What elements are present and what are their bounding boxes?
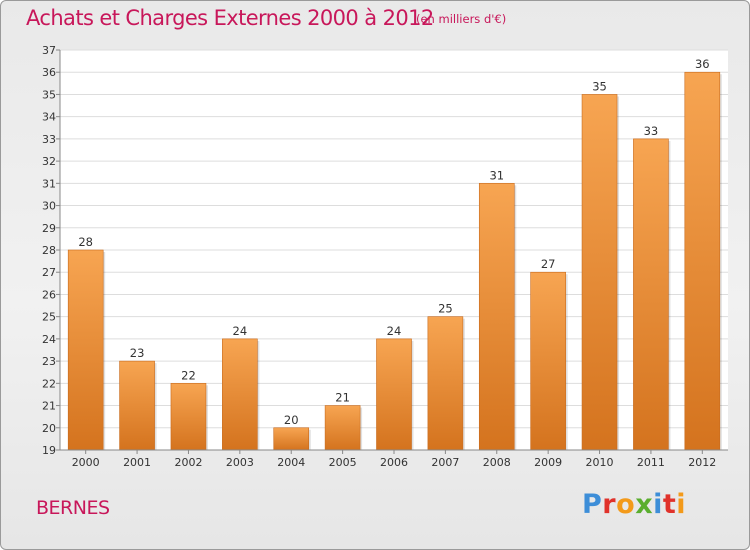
bar bbox=[427, 316, 464, 451]
y-tick-label: 20 bbox=[42, 422, 56, 435]
bar-value-label: 24 bbox=[233, 324, 248, 338]
y-tick-label: 29 bbox=[42, 222, 56, 235]
y-tick-label: 34 bbox=[42, 111, 56, 124]
x-tick-label: 2011 bbox=[637, 456, 665, 469]
bar-value-label: 28 bbox=[78, 235, 93, 249]
bar-value-label: 36 bbox=[695, 57, 710, 71]
proxiti-logo: Proxiti bbox=[582, 489, 686, 520]
x-tick-label: 2005 bbox=[329, 456, 357, 469]
x-tick-label: 2006 bbox=[380, 456, 408, 469]
bar bbox=[376, 338, 412, 451]
bar bbox=[324, 405, 361, 451]
bar bbox=[273, 427, 310, 451]
bar bbox=[478, 183, 515, 451]
bar-value-label: 21 bbox=[335, 391, 350, 405]
bar-value-label: 27 bbox=[541, 257, 556, 271]
y-tick-label: 27 bbox=[42, 266, 56, 279]
y-tick-label: 36 bbox=[42, 66, 56, 79]
y-tick-label: 24 bbox=[42, 333, 56, 346]
x-tick-label: 2012 bbox=[688, 456, 716, 469]
y-tick-label: 21 bbox=[42, 400, 56, 413]
x-tick-label: 2001 bbox=[123, 456, 151, 469]
y-tick-label: 37 bbox=[42, 44, 56, 57]
bar bbox=[530, 271, 566, 451]
chart-title: Achats et Charges Externes 2000 à 2012 bbox=[26, 6, 434, 30]
y-tick-label: 31 bbox=[42, 177, 56, 190]
y-tick-label: 22 bbox=[42, 377, 56, 390]
bar-value-label: 22 bbox=[181, 368, 196, 382]
bar-value-label: 24 bbox=[387, 324, 402, 338]
y-tick-label: 30 bbox=[42, 200, 56, 213]
bar-value-label: 33 bbox=[644, 124, 659, 138]
town-name: BERNES bbox=[36, 497, 110, 519]
x-tick-label: 2009 bbox=[534, 456, 562, 469]
x-tick-label: 2000 bbox=[72, 456, 100, 469]
y-tick-label: 33 bbox=[42, 133, 56, 146]
logo-letter: i bbox=[653, 489, 663, 520]
logo-letter: P bbox=[582, 489, 603, 520]
bar bbox=[684, 71, 721, 451]
bar bbox=[222, 338, 258, 451]
logo-letter: x bbox=[635, 489, 654, 520]
x-tick-label: 2007 bbox=[431, 456, 459, 469]
bar bbox=[67, 249, 104, 451]
logo-letter: o bbox=[616, 489, 636, 520]
bar-value-label: 23 bbox=[130, 346, 145, 360]
y-tick-label: 32 bbox=[42, 155, 56, 168]
bar-value-label: 31 bbox=[489, 168, 504, 182]
x-tick-label: 2002 bbox=[174, 456, 202, 469]
y-tick-label: 28 bbox=[42, 244, 56, 257]
bar bbox=[581, 94, 618, 451]
y-tick-label: 35 bbox=[42, 88, 56, 101]
bar bbox=[170, 383, 207, 451]
y-tick-label: 26 bbox=[42, 288, 56, 301]
x-tick-label: 2003 bbox=[226, 456, 254, 469]
x-tick-label: 2010 bbox=[586, 456, 614, 469]
chart-subtitle: (en milliers d'€) bbox=[416, 12, 507, 26]
bar-value-label: 25 bbox=[438, 302, 453, 316]
bar bbox=[633, 138, 669, 451]
bar bbox=[119, 360, 155, 451]
x-tick-label: 2008 bbox=[483, 456, 511, 469]
bar-value-label: 35 bbox=[592, 79, 607, 93]
y-tick-label: 19 bbox=[42, 444, 56, 457]
logo-letter: i bbox=[676, 489, 687, 520]
logo-letter: t bbox=[662, 489, 677, 520]
x-tick-label: 2004 bbox=[277, 456, 305, 469]
bar-value-label: 20 bbox=[284, 413, 299, 427]
y-tick-label: 25 bbox=[42, 311, 56, 324]
y-tick-label: 23 bbox=[42, 355, 56, 368]
logo-letter: r bbox=[602, 489, 617, 520]
